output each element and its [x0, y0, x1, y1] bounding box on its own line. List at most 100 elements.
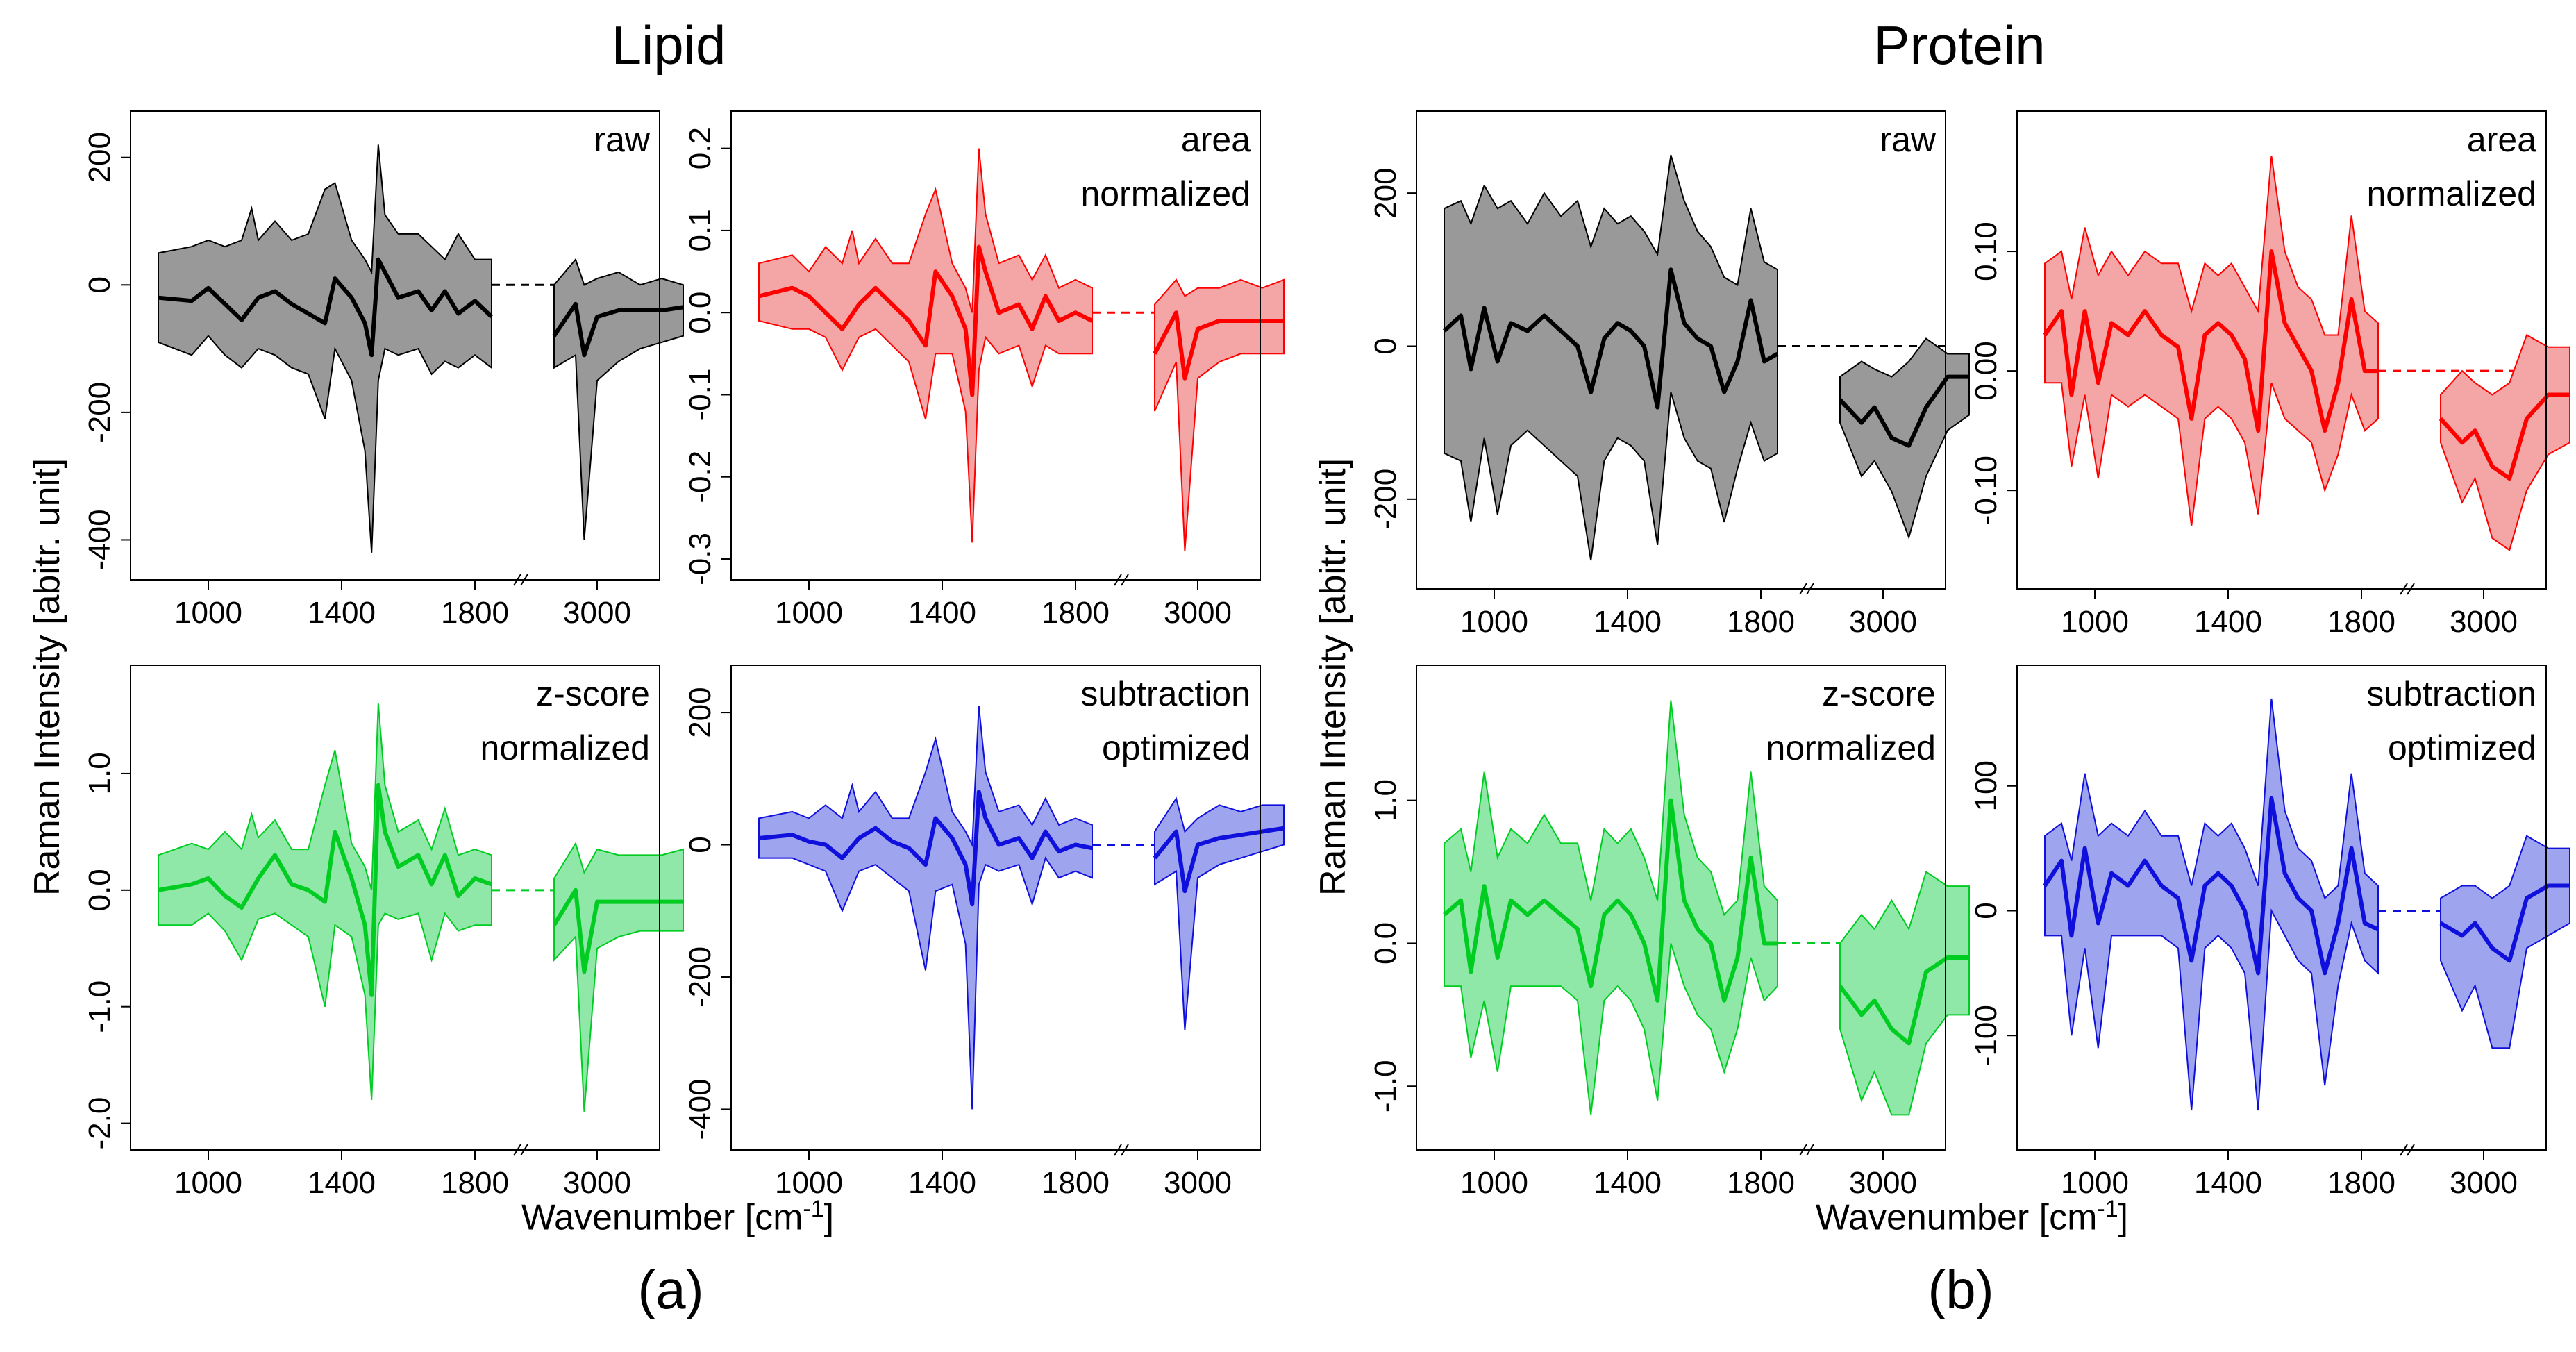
panel-frame — [730, 110, 1261, 581]
axis-break-mark — [1114, 1144, 1122, 1156]
y-tick-label: 0.0 — [83, 869, 117, 911]
x-tick-label: 1800 — [1042, 1166, 1110, 1200]
protein-x-axis-label-sup: -1 — [2097, 1196, 2118, 1222]
variance-band — [2440, 835, 2570, 1049]
protein-caption: (b) — [1927, 1259, 1994, 1320]
variance-band — [1154, 796, 1285, 1030]
panel-annotation: area — [2467, 120, 2536, 159]
y-tick-label: -400 — [683, 1078, 717, 1140]
protein-x-axis-label: Wavenumber [cm-1] — [1816, 1196, 2128, 1238]
lipid-caption: (a) — [637, 1259, 704, 1320]
axis-break-mark — [520, 1144, 528, 1156]
x-tick-label: 1400 — [308, 596, 376, 630]
lipid-x-axis-label: Wavenumber [cm-1] — [521, 1196, 834, 1238]
x-tick-label: 1400 — [1594, 605, 1662, 639]
x-tick-label: 3000 — [563, 1166, 631, 1200]
x-tick-label: 1800 — [2327, 605, 2395, 639]
y-tick-label: -2.0 — [83, 1097, 117, 1150]
mean-spectrum-line — [758, 244, 1094, 397]
x-tick-label: 3000 — [1849, 605, 1917, 639]
axis-break-mark — [520, 574, 528, 586]
y-tick-label: -100 — [1969, 1005, 2003, 1066]
mean-spectrum-line — [758, 790, 1093, 907]
axis-break-mark — [1806, 583, 1814, 595]
variance-band — [553, 258, 684, 540]
x-tick-label: 3000 — [2450, 605, 2518, 639]
axis-break-mark — [2407, 1144, 2415, 1156]
mean-spectrum-line — [2439, 392, 2570, 481]
mean-spectrum-line — [552, 887, 683, 974]
panel-3: 200 0 -200 -400 1000 1400 1800 3000 subtraction o… — [683, 665, 1285, 1200]
panel-frame — [130, 110, 660, 581]
protein-x-axis-label-end: ] — [2118, 1197, 2129, 1238]
mean-spectrum-line — [2043, 796, 2380, 976]
x-tick-label: 1800 — [441, 596, 509, 630]
variance-band — [2440, 334, 2570, 551]
mean-spectrum-line — [158, 257, 494, 358]
x-tick-label: 1000 — [174, 596, 242, 630]
variance-band — [1444, 154, 1778, 561]
x-tick-label: 3000 — [1849, 1166, 1917, 1200]
panel-annotation: raw — [594, 120, 650, 159]
panel-5: 0.10 0.00 -0.10 1000 1400 1800 3000 area normali… — [1969, 110, 2570, 639]
y-tick-label: -1.0 — [1369, 1060, 1403, 1112]
panel-frame — [2016, 110, 2547, 590]
panel-frame — [730, 665, 1261, 1151]
y-tick-label: 0.00 — [1969, 341, 2003, 401]
variance-band — [2044, 156, 2379, 526]
y-tick-label: 0.0 — [1369, 922, 1403, 965]
y-tick-label: -0.3 — [683, 533, 717, 585]
panel-6: 1.0 0.0 -1.0 1000 1400 1800 3000 z-score normali… — [1369, 665, 1970, 1200]
x-tick-label: 1800 — [1727, 1166, 1795, 1200]
panel-frame — [130, 665, 660, 1151]
axis-break-mark — [1799, 1144, 1807, 1156]
y-tick-label: 0.0 — [683, 292, 717, 334]
mean-spectrum-line — [1153, 826, 1285, 894]
panel-annotation: optimized — [1102, 728, 1251, 767]
panel-frame — [1416, 110, 1946, 590]
y-tick-label: 0 — [83, 276, 117, 293]
x-tick-label: 1800 — [1042, 596, 1110, 630]
x-tick-label: 1000 — [2061, 605, 2129, 639]
axis-break-mark — [2400, 583, 2408, 595]
panel-annotation: raw — [1880, 120, 1936, 159]
panel-frame — [2016, 665, 2547, 1151]
panel-annotation: subtraction — [2366, 674, 2536, 713]
panel-annotation: z-score — [1822, 674, 1936, 713]
x-tick-label: 3000 — [563, 596, 631, 630]
y-tick-label: -1.0 — [83, 980, 117, 1033]
variance-band — [553, 842, 684, 1112]
y-tick-label: -0.10 — [1969, 456, 2003, 525]
axis-break-mark — [1806, 1144, 1814, 1156]
x-tick-label: 3000 — [1164, 596, 1232, 630]
y-tick-label: 0.10 — [1969, 222, 2003, 281]
mean-spectrum-line — [158, 783, 492, 997]
y-tick-label: 200 — [83, 132, 117, 183]
x-tick-label: 1400 — [2194, 1166, 2262, 1200]
mean-spectrum-line — [2043, 249, 2378, 433]
y-tick-label: 200 — [1369, 167, 1403, 218]
lipid-x-axis-label-text: Wavenumber [cm — [521, 1197, 803, 1238]
y-tick-label: -0.1 — [683, 369, 717, 422]
axis-break-mark — [2407, 583, 2415, 595]
panel-annotation: optimized — [2388, 728, 2536, 767]
mean-spectrum-line — [1442, 267, 1779, 410]
axis-break-mark — [513, 1144, 521, 1156]
y-tick-label: 0.1 — [683, 209, 717, 251]
panel-annotation: subtraction — [1080, 674, 1251, 713]
y-tick-label: -0.2 — [683, 451, 717, 503]
mean-spectrum-line — [2439, 883, 2570, 963]
variance-band — [1839, 870, 1970, 1116]
x-tick-label: 1800 — [441, 1166, 509, 1200]
x-tick-label: 1800 — [1727, 605, 1795, 639]
mean-spectrum-line — [1153, 310, 1284, 381]
y-tick-label: -400 — [83, 509, 117, 570]
panel-frame — [1416, 665, 1946, 1151]
y-tick-label: 100 — [1969, 760, 2003, 811]
y-tick-label: 1.0 — [1369, 779, 1403, 821]
x-tick-label: 3000 — [1164, 1166, 1232, 1200]
variance-band — [158, 144, 492, 553]
mean-spectrum-line — [552, 301, 684, 358]
